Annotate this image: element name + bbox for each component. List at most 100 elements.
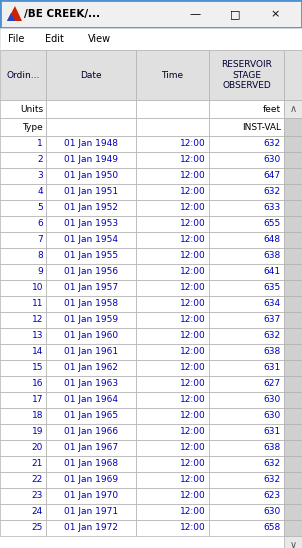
Text: 12:00: 12:00 <box>180 156 206 164</box>
Bar <box>0 328 46 344</box>
Text: 12:00: 12:00 <box>180 332 206 340</box>
Bar <box>0 296 46 312</box>
Text: 10: 10 <box>31 283 43 293</box>
Bar <box>46 264 136 280</box>
Bar <box>209 360 284 376</box>
Text: 20: 20 <box>32 443 43 453</box>
Bar <box>136 216 209 232</box>
Text: 01 Jan 1958: 01 Jan 1958 <box>64 300 118 309</box>
Text: 4: 4 <box>37 187 43 197</box>
Bar <box>0 392 46 408</box>
Bar <box>0 232 46 248</box>
Text: 12:00: 12:00 <box>180 507 206 517</box>
Text: 16: 16 <box>31 380 43 389</box>
Text: 638: 638 <box>264 347 281 357</box>
Bar <box>46 488 136 504</box>
Text: 1: 1 <box>37 140 43 149</box>
Bar <box>0 280 46 296</box>
Bar <box>46 118 136 136</box>
Text: 630: 630 <box>264 507 281 517</box>
Bar <box>284 50 302 100</box>
Bar <box>136 152 209 168</box>
Bar <box>284 248 302 264</box>
Text: 18: 18 <box>31 412 43 420</box>
Bar <box>209 118 284 136</box>
Polygon shape <box>7 6 22 21</box>
Text: 635: 635 <box>264 283 281 293</box>
Bar <box>136 312 209 328</box>
Text: 12:00: 12:00 <box>180 380 206 389</box>
Bar <box>136 50 209 100</box>
Bar <box>46 456 136 472</box>
Bar <box>136 360 209 376</box>
Bar <box>0 376 46 392</box>
Bar <box>0 0 302 28</box>
Text: 637: 637 <box>264 316 281 324</box>
Bar <box>136 376 209 392</box>
Text: Ordin...: Ordin... <box>6 71 40 79</box>
Bar <box>46 392 136 408</box>
Bar <box>46 504 136 520</box>
Bar <box>209 248 284 264</box>
Bar <box>46 50 136 100</box>
Bar <box>284 472 302 488</box>
Bar <box>0 456 46 472</box>
Bar <box>46 200 136 216</box>
Bar <box>209 312 284 328</box>
Text: 631: 631 <box>264 363 281 373</box>
Bar <box>209 440 284 456</box>
Bar <box>284 408 302 424</box>
Text: 3: 3 <box>37 172 43 180</box>
Bar <box>209 472 284 488</box>
Bar <box>209 408 284 424</box>
Bar <box>46 328 136 344</box>
Text: 14: 14 <box>32 347 43 357</box>
Bar <box>136 344 209 360</box>
Text: 631: 631 <box>264 427 281 437</box>
Text: 17: 17 <box>31 396 43 404</box>
Text: 01 Jan 1949: 01 Jan 1949 <box>64 156 118 164</box>
Text: 12:00: 12:00 <box>180 396 206 404</box>
Bar <box>46 360 136 376</box>
Bar <box>0 216 46 232</box>
Text: 01 Jan 1955: 01 Jan 1955 <box>64 252 118 260</box>
Bar <box>46 520 136 536</box>
Bar <box>0 152 46 168</box>
Bar <box>136 472 209 488</box>
Text: ∨: ∨ <box>289 540 297 548</box>
Text: Edit: Edit <box>45 34 64 44</box>
Text: 01 Jan 1954: 01 Jan 1954 <box>64 236 118 244</box>
Bar <box>0 488 46 504</box>
Bar <box>284 360 302 376</box>
Bar <box>209 392 284 408</box>
Bar <box>209 328 284 344</box>
Bar <box>209 232 284 248</box>
Bar <box>209 376 284 392</box>
Text: 01 Jan 1970: 01 Jan 1970 <box>64 492 118 500</box>
Text: View: View <box>88 34 111 44</box>
Text: 01 Jan 1972: 01 Jan 1972 <box>64 523 118 533</box>
Text: 12:00: 12:00 <box>180 203 206 213</box>
Text: 655: 655 <box>264 220 281 229</box>
Bar <box>284 280 302 296</box>
Text: 01 Jan 1953: 01 Jan 1953 <box>64 220 118 229</box>
Bar <box>0 28 302 50</box>
Bar <box>0 184 46 200</box>
Bar <box>284 184 302 200</box>
Text: 12:00: 12:00 <box>180 300 206 309</box>
Bar <box>136 328 209 344</box>
Text: 12:00: 12:00 <box>180 252 206 260</box>
Text: 01 Jan 1957: 01 Jan 1957 <box>64 283 118 293</box>
Bar <box>0 118 46 136</box>
Text: 21: 21 <box>32 460 43 469</box>
Bar <box>46 296 136 312</box>
Text: 658: 658 <box>264 523 281 533</box>
Text: 24: 24 <box>32 507 43 517</box>
Bar <box>46 216 136 232</box>
Text: 12:00: 12:00 <box>180 363 206 373</box>
Text: 12:00: 12:00 <box>180 460 206 469</box>
Text: 630: 630 <box>264 156 281 164</box>
Text: 19: 19 <box>31 427 43 437</box>
Text: 23: 23 <box>32 492 43 500</box>
Bar <box>0 248 46 264</box>
